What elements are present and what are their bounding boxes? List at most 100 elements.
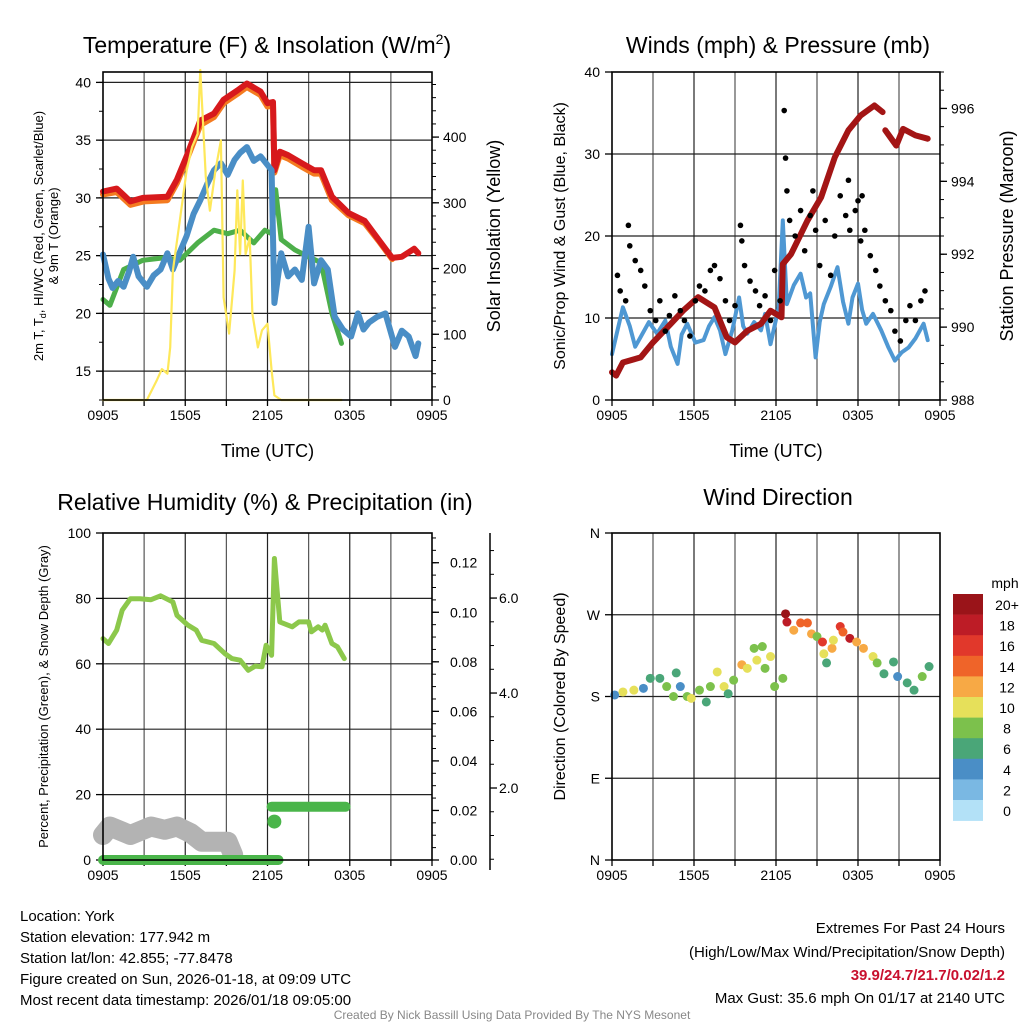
data-point-gust [816,262,823,269]
data-point-precipitation-point [267,814,282,829]
y-tick-label-right: 996 [951,100,975,116]
data-point-gust [756,302,763,309]
wind-direction-point [701,697,711,707]
y-tick-label-right: 0 [443,392,451,408]
wind-direction-point [742,663,752,673]
wind-direction-point [686,693,696,703]
legend-label: 18 [999,618,1015,634]
plot-frame [102,532,433,861]
precip-tick-label: 0.12 [450,555,477,571]
x-tick-label: 1505 [170,867,201,883]
max-gust: Max Gust: 35.6 mph On 01/17 at 2140 UTC [715,990,1005,1007]
x-tick-label: 0905 [87,867,118,883]
wind-direction-point [760,663,770,673]
chart-title: Temperature (F) & Insolation (W/m2) [83,31,451,58]
y-axis-label-right: Solar Insolation (Yellow) [484,140,504,332]
data-layer [100,68,422,402]
data-point-gust [786,217,793,224]
snow-tick-label: 2.0 [499,780,519,796]
data-point-gust [625,222,632,229]
footer-left: Location: York Station elevation: 177.94… [20,908,351,1009]
y-tick-label-right: 200 [443,261,467,277]
x-tick-label: 2105 [252,407,283,423]
data-point-gust [692,297,699,304]
series-line-2m-t [100,80,422,261]
y-tick-label-left: 0 [83,852,91,868]
data-point-gust [711,262,718,269]
data-point-gust [781,107,787,114]
legend-label: 4 [1003,762,1011,778]
snow-tick-label: 6.0 [499,590,519,606]
legend-label: 6 [1003,741,1011,757]
y-tick-label-left: N [590,525,600,541]
wind-direction-point [645,673,655,683]
data-layer [610,609,934,707]
data-point-gust [722,297,729,304]
precip-tick-label: 0.02 [450,802,477,818]
wind-direction-point [638,683,648,693]
legend-swatch [953,717,983,739]
data-point-gust [762,293,768,299]
data-point-gust [897,338,904,344]
y-tick-label-left: 40 [75,74,91,90]
snow-tick-label: 4.0 [499,685,519,701]
data-point-gust [672,293,678,299]
precip-tick-label: 0.08 [450,654,477,670]
data-point-gust [666,312,673,319]
y-tick-label-left: S [591,689,600,705]
wind-direction-point [694,685,704,695]
data-point-gust [647,307,654,314]
plot-frame [611,71,941,401]
precip-tick-label: 0.06 [450,703,477,719]
y-tick-label-left: 40 [75,721,91,737]
x-tick-label: 0305 [842,407,873,423]
x-tick-label: 1505 [678,407,709,423]
data-point-gust [767,317,774,324]
data-point-gust [852,207,859,214]
data-point-gust [696,283,703,289]
y-tick-label-right: 988 [951,392,975,408]
data-point-gust [847,227,853,234]
data-point-gust [737,222,744,229]
data-point-gust [732,302,738,309]
data-point-gust [855,197,861,204]
y-label-part: , HI/WC (Red, Green, Scarlet/Blue) [31,111,46,313]
y-tick-label-left: 100 [68,525,92,541]
wind-direction-point [712,667,722,677]
data-point-gust [632,257,639,264]
data-point-gust [637,267,644,274]
y-tick-label-left: 30 [584,146,600,162]
wind-direction-point [879,669,889,679]
x-tick-label: 2105 [760,867,791,883]
data-point-gust [922,288,928,294]
wind-direction-point [781,609,791,619]
wind-direction-point [827,643,837,653]
data-point-gust [872,267,879,274]
data-point-gust [677,307,684,314]
footer-right: Extremes For Past 24 Hours (High/Low/Max… [689,920,1005,1007]
x-tick-label: 0905 [416,867,447,883]
wind-direction-point [902,678,912,688]
data-point-gust [726,317,733,324]
x-tick-label: 0905 [924,407,955,423]
panel-temp: Temperature (F) & Insolation (W/m2)15202… [31,31,504,461]
wind-direction-point [782,617,792,627]
data-point-gust [782,155,789,161]
y-tick-label-right: 100 [443,326,467,342]
data-point-gust [747,278,753,284]
wind-direction-point [705,682,715,692]
data-point-gust [741,262,748,269]
credit-line: Created By Nick Bassill Using Data Provi… [334,1008,691,1022]
y-tick-label-left: 20 [75,787,91,803]
series-line-pressure [882,125,931,149]
data-point-gust [622,297,629,304]
data-point-gust [771,267,778,274]
legend-label: 16 [999,638,1015,654]
wind-direction-point [723,689,733,699]
wind-direction-point [671,668,681,678]
data-point-gust [867,252,874,259]
chart-title: Wind Direction [703,484,853,510]
y-axis-label-left: Sonic/Prop Wind & Gust (Blue, Black) [552,102,569,370]
data-layer [609,102,931,379]
data-point-gust [888,307,894,314]
